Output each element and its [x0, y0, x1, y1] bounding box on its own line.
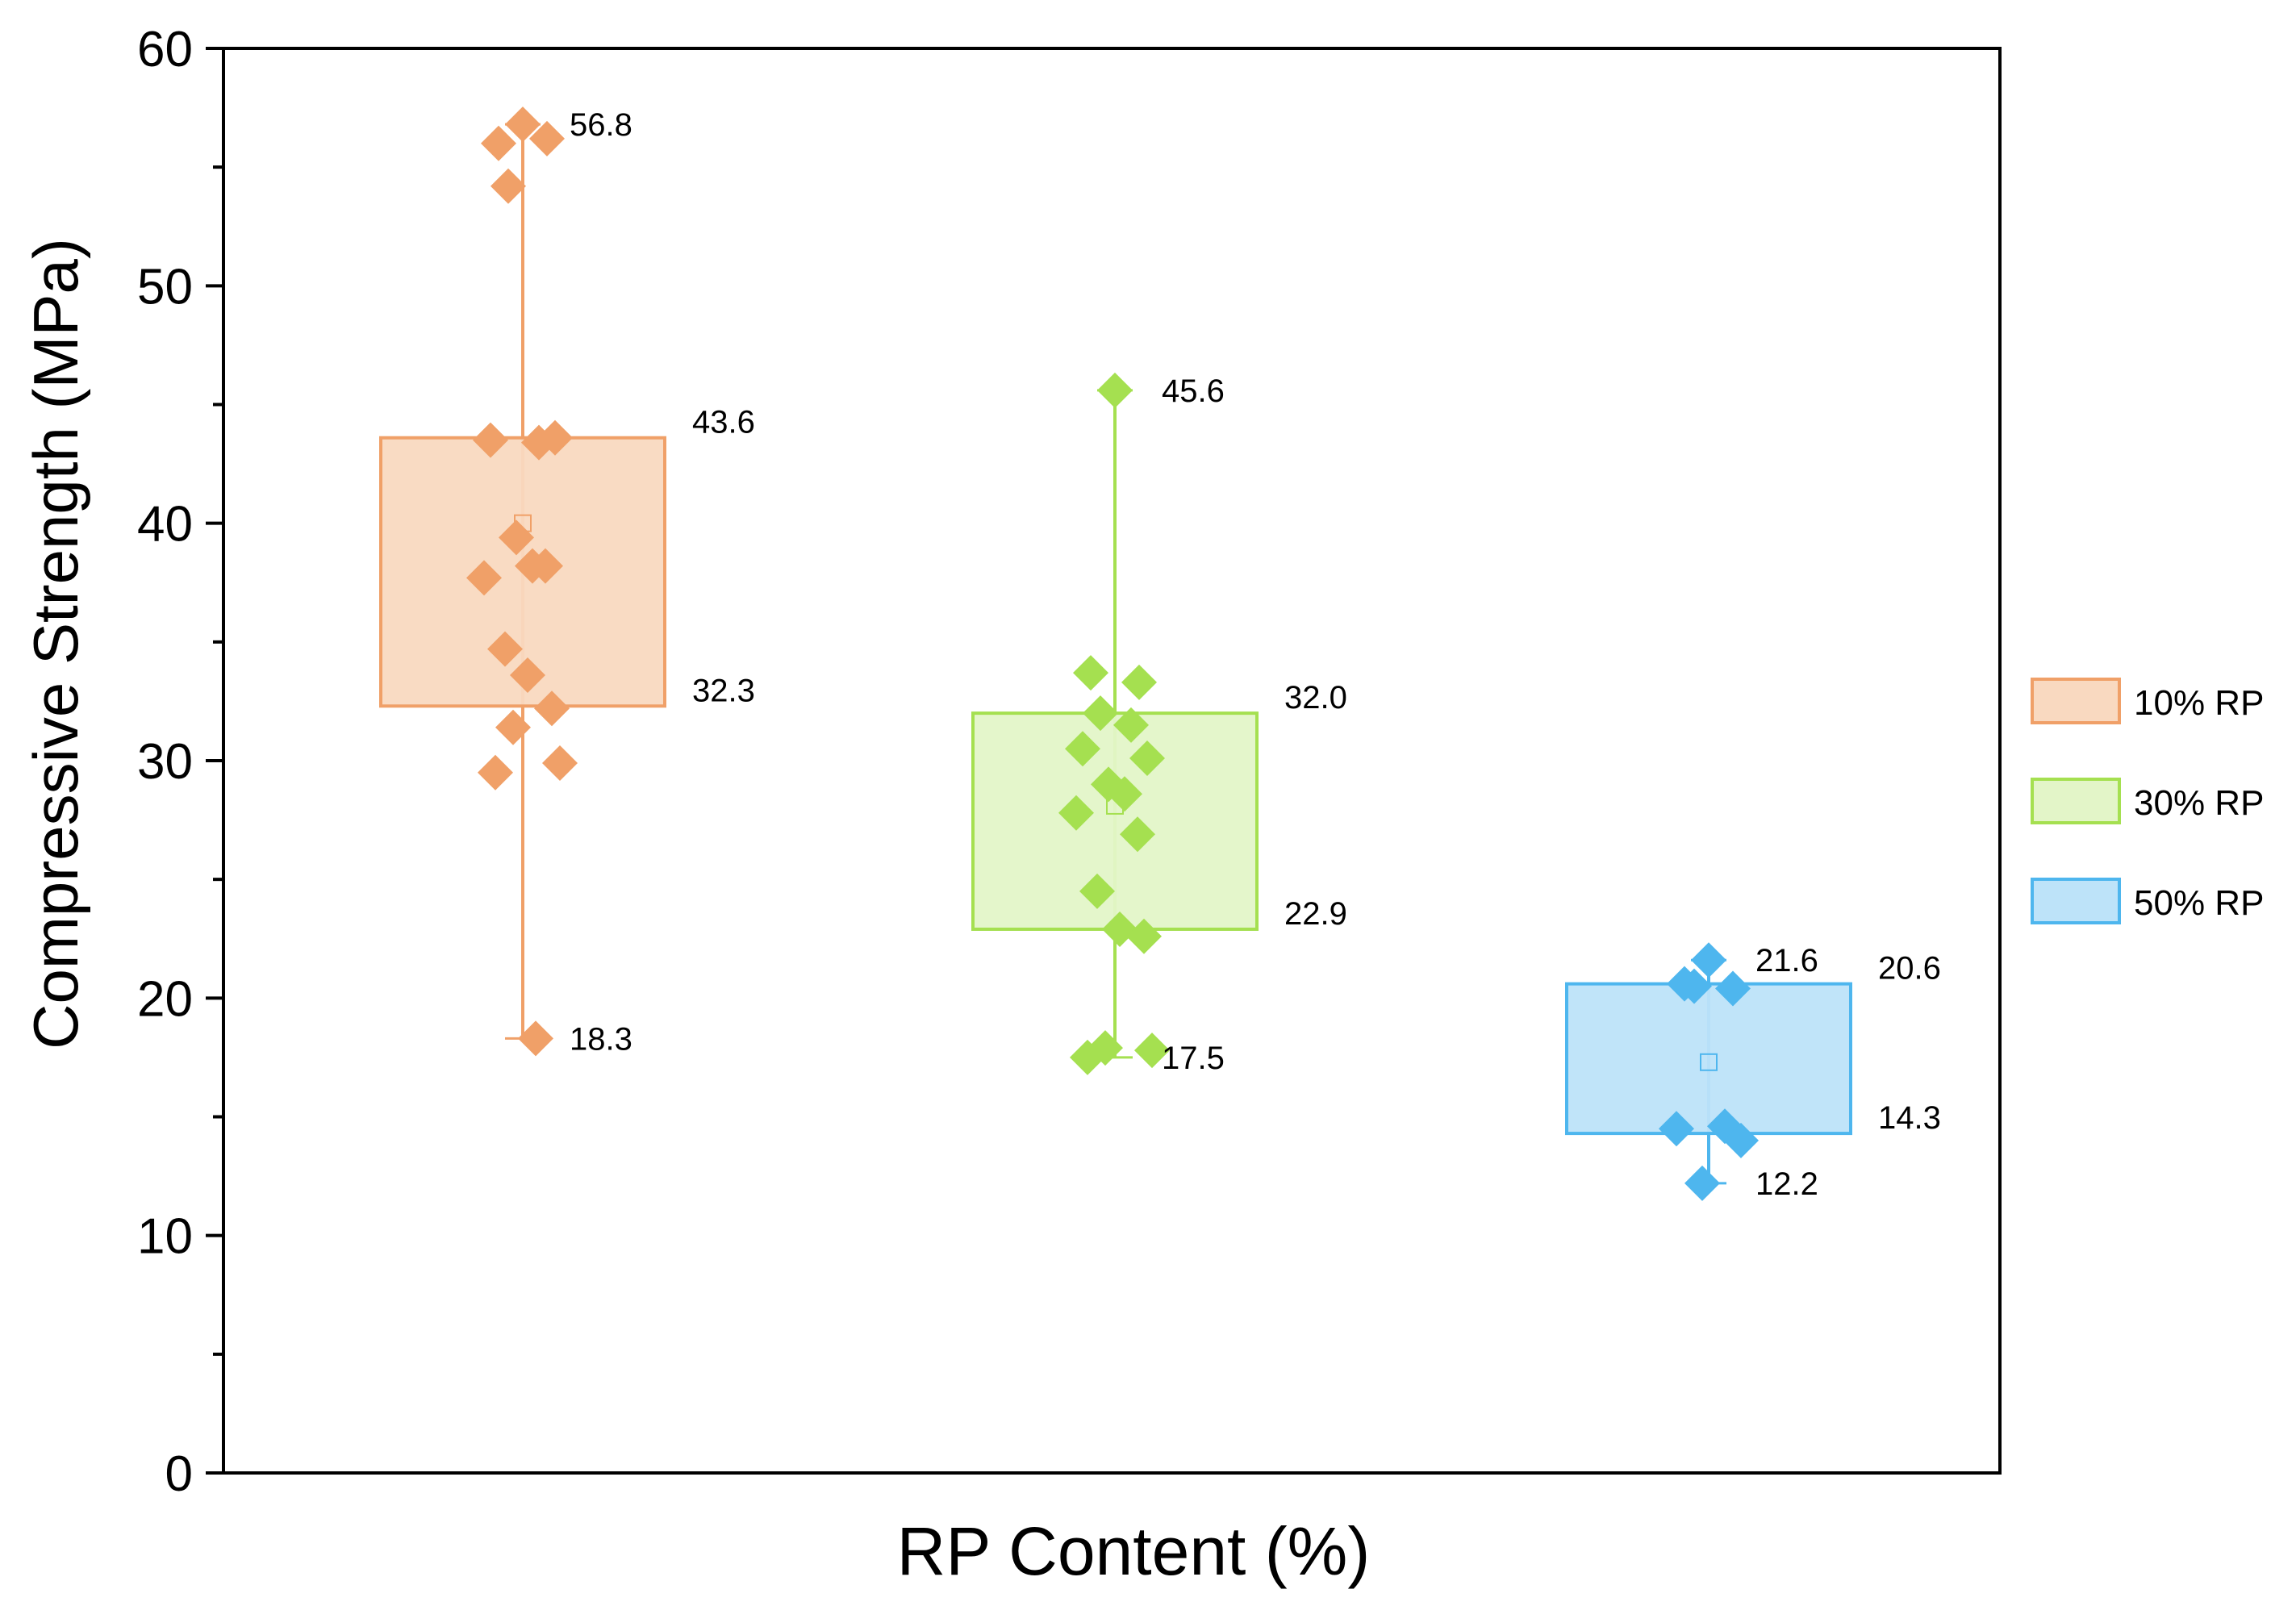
y-tick-label: 40: [137, 497, 193, 553]
data-point: [1134, 1033, 1170, 1069]
series-1: 56.8 43.6 32.3 18.3: [379, 106, 755, 1057]
data-point: [1079, 873, 1115, 909]
y-tick-label: 60: [137, 22, 193, 77]
y-tick-label: 20: [137, 971, 193, 1027]
legend-swatch: [2031, 878, 2121, 924]
data-point: [1684, 1165, 1720, 1201]
label-q3: 32.0: [1284, 680, 1347, 715]
series-3: 21.6 20.6 14.3 12.2: [1565, 942, 1941, 1202]
data-point: [1126, 918, 1162, 954]
data-point: [495, 709, 531, 745]
legend-label: 50% RP: [2134, 883, 2264, 923]
legend: 10% RP 30% RP 50% RP: [2031, 678, 2264, 924]
data-point: [1073, 655, 1108, 691]
data-point: [1691, 942, 1726, 978]
plot-area: 56.8 43.6 32.3 18.3 45.6 32.0 22.9 17.5 21.6 20.6…: [379, 106, 1941, 1202]
label-q1: 14.3: [1878, 1100, 1941, 1136]
label-q1: 22.9: [1284, 896, 1347, 932]
data-point: [510, 657, 545, 694]
data-point: [528, 548, 563, 584]
data-point: [1723, 1122, 1759, 1158]
label-q1: 32.3: [692, 673, 755, 708]
data-point: [1113, 707, 1149, 743]
data-point: [529, 120, 565, 156]
label-max: 45.6: [1162, 373, 1225, 409]
x-axis-title: RP Content (%): [897, 1513, 1371, 1589]
data-point: [1121, 664, 1157, 700]
data-point: [1129, 741, 1165, 777]
label-max: 21.6: [1755, 943, 1818, 978]
label-q3: 43.6: [692, 405, 755, 440]
legend-swatch: [2031, 678, 2121, 724]
data-point: [534, 690, 570, 727]
data-point: [1065, 731, 1100, 767]
data-point: [466, 560, 502, 596]
data-point: [537, 419, 573, 456]
data-point: [1659, 1111, 1694, 1147]
legend-label: 10% RP: [2134, 683, 2264, 723]
label-max: 56.8: [570, 107, 632, 143]
label-min: 17.5: [1162, 1041, 1225, 1076]
data-point: [487, 631, 523, 667]
data-point: [1107, 776, 1142, 812]
y-tick-label: 0: [165, 1446, 193, 1502]
data-point: [518, 1020, 553, 1057]
data-point: [542, 745, 578, 781]
label-min: 12.2: [1755, 1166, 1818, 1202]
plot-frame: [222, 47, 2002, 1475]
legend-label: 30% RP: [2134, 783, 2264, 823]
data-point: [478, 754, 513, 791]
label-min: 18.3: [570, 1021, 632, 1057]
y-tick-label: 10: [137, 1209, 193, 1265]
data-point: [473, 422, 508, 458]
series-2: 45.6 32.0 22.9 17.5: [971, 372, 1347, 1076]
data-point: [505, 106, 541, 143]
data-point: [1070, 1039, 1105, 1075]
y-tick-label: 30: [137, 734, 193, 790]
data-point: [1120, 816, 1155, 853]
data-point: [1097, 372, 1133, 408]
mean-marker: [1700, 1053, 1718, 1071]
data-point: [1715, 970, 1751, 1007]
legend-swatch: [2031, 778, 2121, 824]
data-point: [1676, 968, 1712, 1004]
y-axis: 0 10 20 30 40 50 60: [137, 22, 223, 1502]
box-iqr: [1565, 982, 1852, 1136]
data-point: [1058, 795, 1094, 831]
label-q3: 20.6: [1878, 951, 1941, 987]
data-point: [1083, 695, 1118, 732]
y-tick-label: 50: [137, 259, 193, 315]
y-axis-title: Compressive Strength (MPa): [20, 238, 91, 1049]
data-point: [491, 168, 526, 204]
data-point: [481, 125, 516, 161]
box-iqr: [971, 711, 1259, 931]
data-point: [499, 519, 534, 556]
